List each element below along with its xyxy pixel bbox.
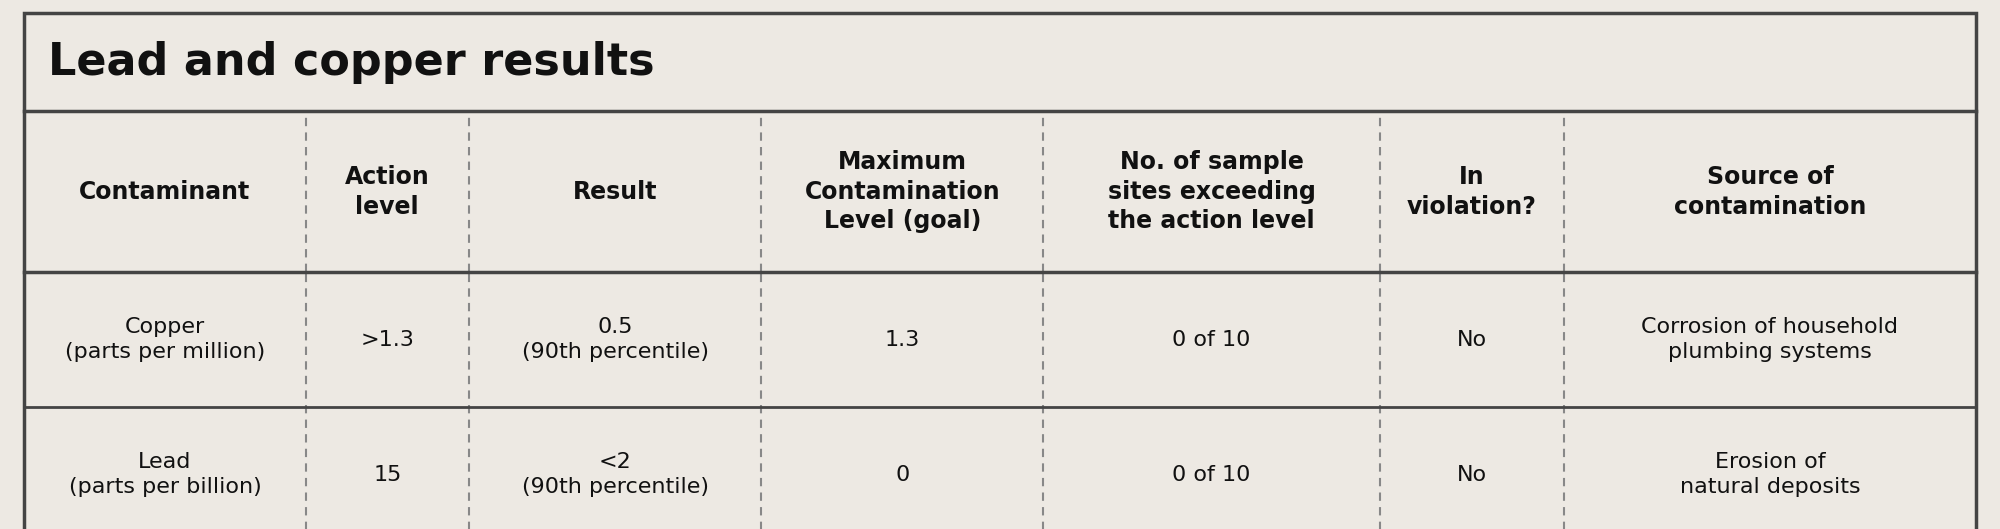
Text: Lead and copper results: Lead and copper results (48, 41, 654, 84)
Text: 0: 0 (896, 465, 910, 485)
Text: Result: Result (572, 180, 658, 204)
Text: 1.3: 1.3 (884, 330, 920, 350)
Text: 0.5
(90th percentile): 0.5 (90th percentile) (522, 317, 708, 362)
Text: <2
(90th percentile): <2 (90th percentile) (522, 452, 708, 497)
Text: 0 of 10: 0 of 10 (1172, 465, 1250, 485)
Text: Copper
(parts per million): Copper (parts per million) (64, 317, 266, 362)
Text: No: No (1456, 330, 1486, 350)
Text: >1.3: >1.3 (360, 330, 414, 350)
Text: Source of
contamination: Source of contamination (1674, 165, 1866, 218)
Text: 0 of 10: 0 of 10 (1172, 330, 1250, 350)
Text: Action
level: Action level (344, 165, 430, 218)
Text: Corrosion of household
plumbing systems: Corrosion of household plumbing systems (1642, 317, 1898, 362)
Text: No. of sample
sites exceeding
the action level: No. of sample sites exceeding the action… (1108, 150, 1316, 233)
Text: No: No (1456, 465, 1486, 485)
Text: Maximum
Contamination
Level (goal): Maximum Contamination Level (goal) (804, 150, 1000, 233)
Text: In
violation?: In violation? (1406, 165, 1536, 218)
Text: 15: 15 (374, 465, 402, 485)
Text: Lead
(parts per billion): Lead (parts per billion) (68, 452, 262, 497)
Text: Erosion of
natural deposits: Erosion of natural deposits (1680, 452, 1860, 497)
Text: Contaminant: Contaminant (80, 180, 250, 204)
